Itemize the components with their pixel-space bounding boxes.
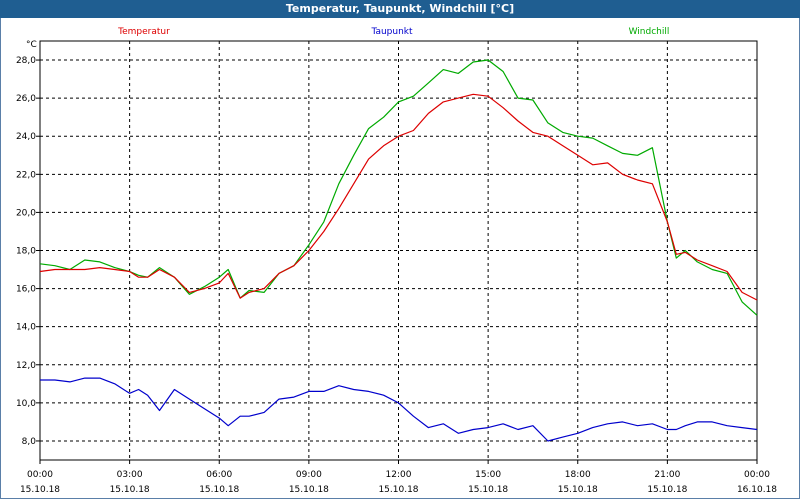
x-tick-date-label: 15.10.18	[558, 485, 598, 495]
y-tick-label: 22,0	[16, 170, 36, 180]
y-tick-label: 12,0	[16, 361, 36, 371]
x-tick-time-label: 06:00	[206, 470, 232, 480]
x-tick-time-label: 09:00	[296, 470, 322, 480]
y-tick-label: 20,0	[16, 208, 36, 218]
x-tick-time-label: 03:00	[117, 470, 143, 480]
y-tick-label: 16,0	[16, 285, 36, 295]
x-tick-time-label: 18:00	[565, 470, 591, 480]
y-tick-label: 18,0	[16, 247, 36, 257]
y-tick-label: 24,0	[16, 132, 36, 142]
y-tick-label: 14,0	[16, 323, 36, 333]
grid-lines	[40, 41, 757, 460]
series-line-temperatur	[39, 93, 758, 301]
x-tick-date-label: 15.10.18	[468, 485, 508, 495]
series-line-taupunkt	[40, 377, 758, 442]
x-tick-date-label: 15.10.18	[199, 485, 239, 495]
legend-item-taupunkt: Taupunkt	[370, 27, 413, 37]
y-tick-label: 8,0	[22, 437, 37, 447]
x-tick-date-label: 15.10.18	[20, 485, 60, 495]
y-axis-unit-label: °C	[26, 40, 37, 50]
x-tick-time-label: 21:00	[654, 470, 680, 480]
chart-window-title: Temperatur, Taupunkt, Windchill [°C]	[0, 0, 800, 18]
x-tick-time-label: 00:00	[744, 470, 770, 480]
y-tick-label: 28,0	[16, 56, 36, 66]
x-tick-date-label: 15.10.18	[110, 485, 150, 495]
legend: Temperatur Taupunkt Windchill	[117, 27, 669, 37]
x-tick-date-label: 15.10.18	[289, 485, 329, 495]
y-tick-label: 10,0	[16, 399, 36, 409]
x-tick-time-label: 15:00	[475, 470, 501, 480]
y-tick-label: 26,0	[16, 94, 36, 104]
axis-ticks: 8,0 10,0 12,0 14,0 16,0 18,0 20,0 22,0 24,0 26,0 2…	[16, 56, 777, 495]
series-lines	[39, 59, 758, 442]
legend-item-windchill: Windchill	[629, 27, 670, 37]
x-tick-time-label: 00:00	[27, 470, 53, 480]
legend-item-temperatur: Temperatur	[117, 27, 170, 37]
series-line-windchill	[39, 59, 758, 316]
x-tick-date-label: 15.10.18	[378, 485, 418, 495]
x-tick-time-label: 12:00	[386, 470, 412, 480]
x-tick-date-label: 15.10.18	[647, 485, 687, 495]
x-tick-date-label: 16.10.18	[737, 485, 777, 495]
